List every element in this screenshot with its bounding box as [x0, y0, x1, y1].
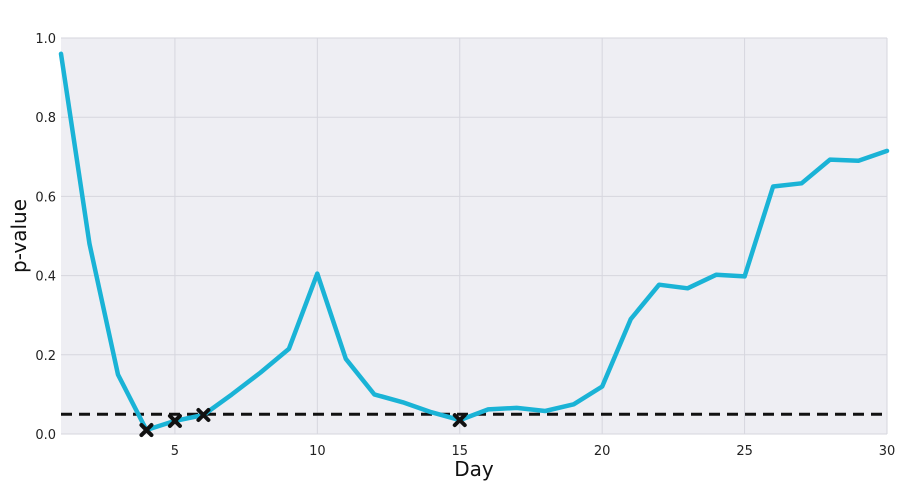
x-tick-label: 5	[171, 444, 179, 459]
plot-area	[61, 38, 887, 434]
y-tick-label: 0.2	[35, 349, 56, 364]
marker-stroke	[452, 413, 467, 428]
x-tick-label: 15	[451, 444, 468, 459]
y-tick-label: 0.8	[35, 111, 56, 126]
marker-stroke	[196, 407, 211, 422]
significance-marker	[196, 407, 211, 422]
marker-stroke	[167, 413, 182, 428]
marker-stroke	[139, 423, 154, 438]
x-axis-label: Day	[454, 457, 494, 481]
y-tick-label: 0.4	[35, 270, 56, 285]
significance-marker	[452, 413, 467, 428]
significance-markers	[139, 407, 467, 438]
y-tick-label: 0.0	[35, 428, 56, 443]
significance-marker	[139, 423, 154, 438]
x-tick-label: 25	[736, 444, 753, 459]
pvalue-series-line	[58, 51, 890, 433]
grid-lines	[61, 37, 888, 435]
x-tick-label: 20	[594, 444, 611, 459]
y-tick-label: 1.0	[35, 32, 56, 47]
significance-marker	[167, 413, 182, 428]
axis-ticks: 5 10 15 20 25 30 0.0 0.2 0.4 0.6 0.8 1.0	[35, 32, 895, 459]
x-tick-label: 30	[879, 444, 896, 459]
y-tick-label: 0.6	[35, 190, 56, 205]
x-tick-label: 10	[309, 444, 326, 459]
y-axis-label: p-value	[7, 199, 31, 273]
series-group	[58, 51, 890, 433]
